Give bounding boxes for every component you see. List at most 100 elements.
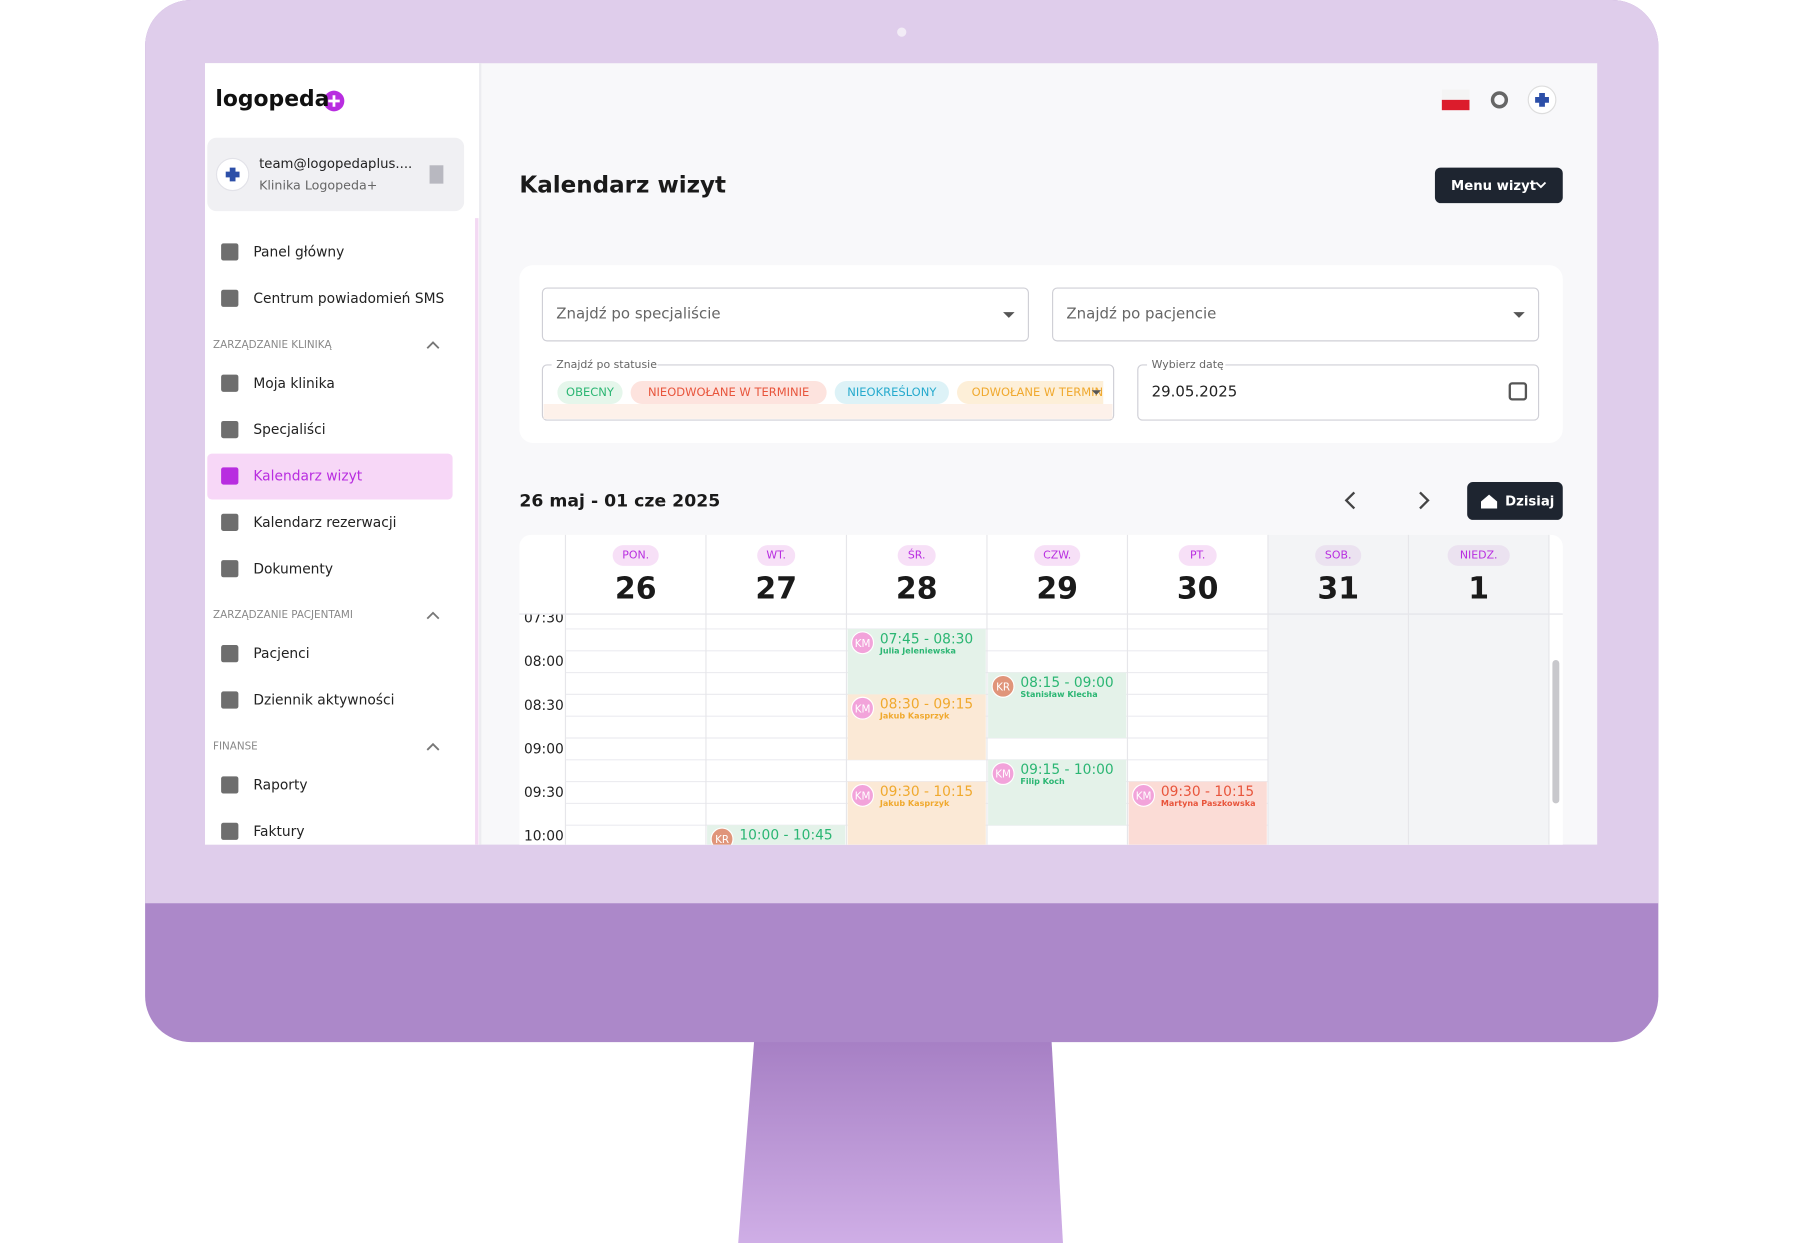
settings-icon[interactable]: [1490, 91, 1509, 109]
account-email: team@logopedaplus....: [259, 157, 412, 172]
page-title: Kalendarz wizyt: [519, 172, 726, 198]
event-patient: Filip Koch: [1020, 777, 1065, 786]
nav-section: ZARZĄDZANIE PACJENTAMI: [213, 609, 353, 621]
next-week[interactable]: [1419, 491, 1430, 510]
avatar-logo: [225, 167, 240, 182]
nav-item[interactable]: Pacjenci: [253, 646, 309, 662]
nav-section: ZARZĄDZANIE KLINIKĄ: [213, 339, 332, 351]
nav-item[interactable]: Specjaliści: [253, 422, 325, 438]
event-patient: Martyna Paszkowska: [1161, 799, 1256, 808]
status-chips: OBECNY NIEODWOŁANE W TERMINIE NIEOKREŚLONY…: [557, 381, 1128, 405]
screen: 07:30 08:00 08:30 09:00 09:30 10:00 KR 10:00 - …: [204, 63, 1598, 890]
day-name: WT.: [766, 549, 786, 562]
nav-item[interactable]: Panel główny: [253, 245, 344, 261]
day-name: ŚR.: [908, 549, 926, 562]
day-pill: [1034, 545, 1081, 566]
status-chip-label: NIEOKREŚLONY: [847, 384, 937, 399]
nav-active: [207, 453, 453, 500]
week-range: 26 maj - 01 cze 2025: [519, 492, 720, 512]
status-chip[interactable]: [557, 381, 623, 405]
brand-name: logopeda: [215, 87, 329, 112]
day-name: PON.: [622, 549, 649, 562]
status-chip-label: ODWOŁANE W TERMINIE: [972, 385, 1114, 399]
event-avatar: [851, 696, 875, 720]
day-pill: [612, 545, 659, 566]
today-button[interactable]: [1467, 482, 1563, 520]
event-initials: KM: [855, 638, 871, 650]
event-patient: Stanisław Klecha: [1020, 690, 1097, 699]
event-time: 09:15 - 10:00: [1020, 762, 1113, 778]
nav-icon: [221, 822, 239, 840]
prev-week[interactable]: [1344, 491, 1356, 510]
event-avatar: [851, 783, 875, 807]
time-label: 09:30: [524, 785, 564, 801]
collapse-icon[interactable]: [426, 341, 440, 349]
date-input[interactable]: [1137, 364, 1540, 421]
event-initials: KR: [715, 834, 729, 846]
event-time: 09:30 - 10:15: [880, 784, 973, 800]
nav-icon: [221, 691, 239, 709]
specialist-select[interactable]: [541, 287, 1029, 342]
event-time: 09:30 - 10:15: [1161, 784, 1254, 800]
event-time: 10:00 - 10:45: [739, 828, 832, 844]
home-icon: [1480, 494, 1498, 509]
event-time: 08:30 - 09:15: [880, 697, 973, 713]
status-chip[interactable]: [834, 381, 949, 405]
status-chip-label: NIEODWOŁANE W TERMINIE: [648, 385, 809, 399]
event-avatar: [991, 674, 1015, 698]
nav-item[interactable]: Faktury: [253, 824, 304, 840]
event-initials: KR: [996, 682, 1010, 694]
nav-icon: [221, 513, 239, 531]
day-pill: [1178, 545, 1217, 566]
flag-white[interactable]: [1441, 89, 1470, 100]
date-label: Wybierz datę: [1152, 358, 1224, 371]
label-bg: [551, 359, 658, 371]
nav-item[interactable]: Raporty: [253, 778, 307, 794]
patient-placeholder: Znajdź po pacjencie: [1066, 304, 1216, 322]
profile-logo: [1535, 92, 1549, 107]
account-card[interactable]: [207, 137, 465, 212]
event-initials: KM: [855, 791, 871, 803]
day-number: 29: [1036, 571, 1078, 606]
logout-icon[interactable]: [429, 165, 444, 184]
status-chip[interactable]: [957, 381, 1128, 405]
dropdown-arrow: [1091, 390, 1101, 395]
day-number: 1: [1468, 571, 1489, 606]
day-name: SOB.: [1325, 549, 1352, 562]
nav-item[interactable]: Kalendarz wizyt: [253, 469, 362, 485]
nav-icon: [221, 560, 239, 578]
stand: [738, 1038, 1063, 1243]
event-avatar: [1132, 783, 1156, 807]
event[interactable]: [707, 825, 846, 890]
status-chip[interactable]: [630, 381, 827, 405]
calendar-grid: 07:30 08:00 08:30 09:00 09:30 10:00 KR 10:00 - …: [524, 611, 1549, 890]
day-name: NIEDZ.: [1460, 549, 1498, 562]
day-pill: [1447, 545, 1510, 566]
calendar-icon[interactable]: [1508, 382, 1528, 401]
time-label: 07:30: [524, 611, 564, 627]
day-pill: [757, 545, 796, 566]
event-patient: Jakub Kasprzyk: [879, 712, 950, 721]
scrollbar: [1552, 659, 1560, 804]
camera: [897, 27, 907, 37]
time-label: 10:00: [524, 829, 564, 845]
day-number: 28: [896, 571, 938, 606]
nav-item[interactable]: Kalendarz rezerwacji: [253, 515, 396, 531]
weekend-column: [1408, 534, 1549, 845]
nav-item[interactable]: Dokumenty: [253, 561, 333, 577]
collapse-icon[interactable]: [426, 742, 440, 751]
dropdown-arrow: [1003, 312, 1015, 318]
nav-item[interactable]: Moja klinika: [253, 376, 335, 392]
nav-item[interactable]: Centrum powiadomień SMS: [253, 291, 444, 307]
weekend-column: [1267, 534, 1409, 845]
day-number: 26: [615, 571, 657, 606]
day-name: CZW.: [1043, 549, 1071, 562]
status-chip-label: OBECNY: [566, 385, 615, 399]
collapse-icon[interactable]: [426, 611, 440, 620]
patient-select[interactable]: [1052, 287, 1540, 342]
nav-item[interactable]: Dziennik aktywności: [253, 693, 394, 709]
day-pill: [1315, 545, 1362, 566]
menu-button[interactable]: [1434, 167, 1563, 204]
menu-button-label: Menu wizyt: [1451, 179, 1537, 194]
date-value: 29.05.2025: [1152, 383, 1238, 401]
